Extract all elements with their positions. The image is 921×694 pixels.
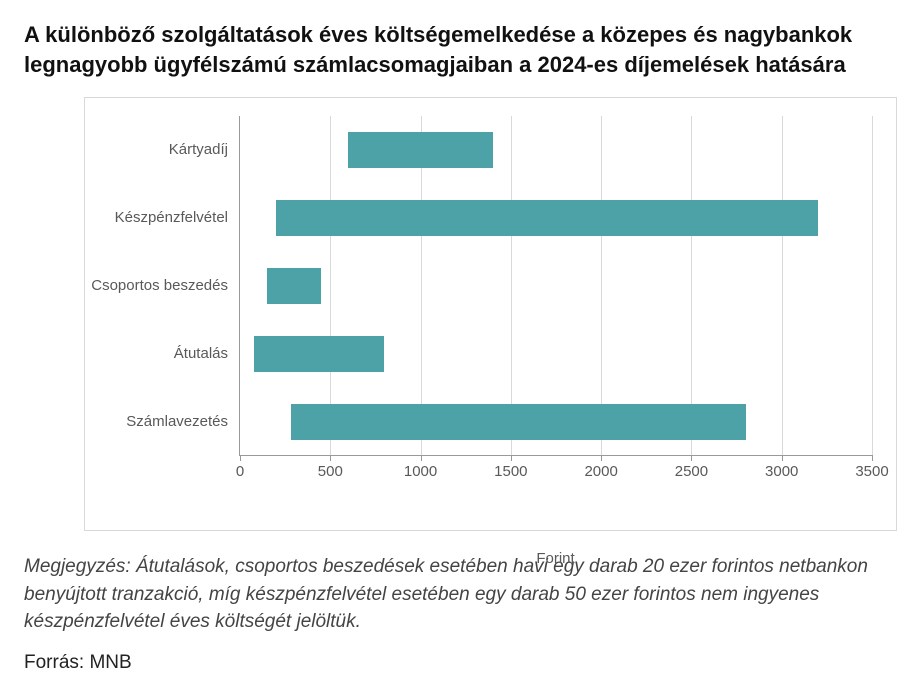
bar <box>276 200 818 236</box>
x-tick <box>240 455 241 461</box>
x-axis-title: Forint <box>536 550 574 567</box>
x-tick <box>872 455 873 461</box>
x-tick-label: 1000 <box>404 463 437 480</box>
category-label: Csoportos beszedés <box>91 268 228 304</box>
plot-inner: 0500100015002000250030003500KártyadíjKés… <box>239 116 872 456</box>
x-tick-label: 3000 <box>765 463 798 480</box>
x-tick <box>782 455 783 461</box>
x-tick-label: 500 <box>318 463 343 480</box>
bar-row: Számlavezetés <box>240 404 872 440</box>
chart: 0500100015002000250030003500KártyadíjKés… <box>109 116 872 516</box>
bar <box>348 132 492 168</box>
x-tick <box>330 455 331 461</box>
x-tick <box>601 455 602 461</box>
x-tick <box>421 455 422 461</box>
bar-row: Készpénzfelvétel <box>240 200 872 236</box>
bar-row: Csoportos beszedés <box>240 268 872 304</box>
plot-area: 0500100015002000250030003500KártyadíjKés… <box>239 116 872 516</box>
x-tick-label: 2500 <box>675 463 708 480</box>
x-tick-label: 1500 <box>494 463 527 480</box>
chart-note: Megjegyzés: Átutalások, csoportos beszed… <box>24 553 897 636</box>
chart-title: A különböző szolgáltatások éves költsége… <box>24 20 897 79</box>
bar <box>254 336 384 372</box>
bar <box>291 404 746 440</box>
category-label: Készpénzfelvétel <box>115 200 228 236</box>
chart-frame: 0 500 1000 1500 2000 2500 3000 3500 Kártyadíj Kés… <box>84 97 897 531</box>
category-label: Átutalás <box>174 336 228 372</box>
x-tick-label: 0 <box>236 463 244 480</box>
bar-row: Átutalás <box>240 336 872 372</box>
bar <box>267 268 321 304</box>
gridline <box>872 116 873 455</box>
x-tick <box>691 455 692 461</box>
x-tick-label: 3500 <box>855 463 888 480</box>
x-tick <box>511 455 512 461</box>
category-label: Számlavezetés <box>126 404 228 440</box>
bar-row: Kártyadíj <box>240 132 872 168</box>
category-label: Kártyadíj <box>169 132 228 168</box>
x-tick-label: 2000 <box>584 463 617 480</box>
chart-source: Forrás: MNB <box>24 652 897 674</box>
